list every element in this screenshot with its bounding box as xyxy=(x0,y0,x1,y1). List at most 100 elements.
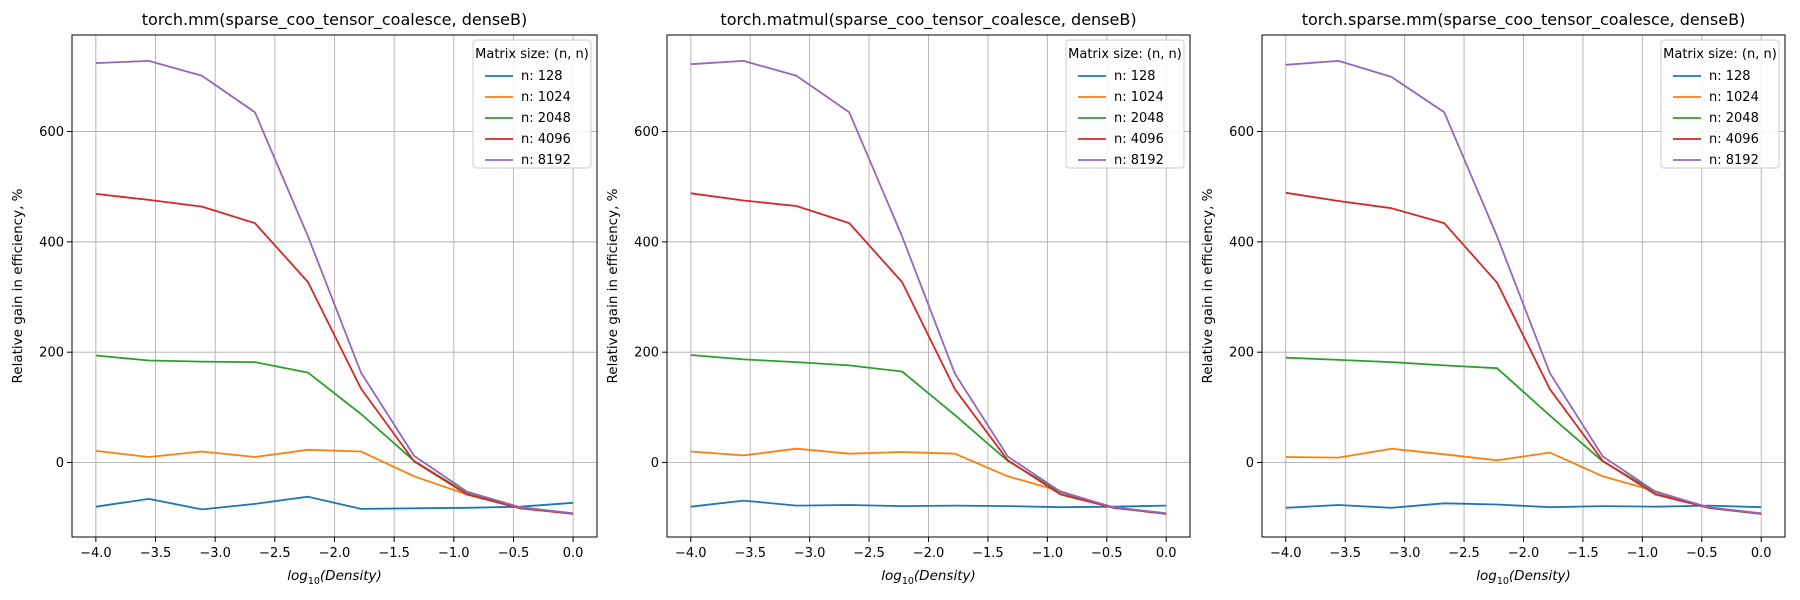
legend-label: n: 128 xyxy=(521,69,563,84)
legend-title: Matrix size: (n, n) xyxy=(475,47,589,62)
y-axis: 0 200 400 600 xyxy=(634,125,667,471)
series-line-n-4096 xyxy=(1285,191,1762,515)
x-tick-label: −1.5 xyxy=(378,546,410,561)
legend-box xyxy=(1660,39,1780,169)
series-line-n-128 xyxy=(95,495,574,511)
legend-label: n: 128 xyxy=(1114,69,1156,84)
series-line-n-128 xyxy=(1285,502,1762,509)
x-tick-label: −3.5 xyxy=(1329,546,1361,561)
legend-label: n: 1024 xyxy=(1114,90,1164,105)
x-tick-label: −1.5 xyxy=(1567,546,1599,561)
x-tick-label: −1.5 xyxy=(972,546,1004,561)
x-tick-label: −3.0 xyxy=(794,546,826,561)
legend: Matrix size: (n, n) n: 128 n: 1024 n: 2048 n… xyxy=(1660,39,1780,169)
x-axis-label-argument: (Density) xyxy=(1509,568,1571,584)
y-axis-label: Relative gain in efficiency, % xyxy=(1200,188,1216,383)
legend-title: Matrix size: (n, n) xyxy=(1068,47,1182,62)
x-tick-label: −0.5 xyxy=(1686,546,1718,561)
x-tick-label: −4.0 xyxy=(80,546,112,561)
x-tick-label: −4.0 xyxy=(675,546,707,561)
legend-label: n: 2048 xyxy=(1709,111,1759,126)
x-axis-label: log10(Density) xyxy=(881,568,976,587)
x-axis: −4.0 −3.5 −3.0 −2.5 −2.0 −1.5 −1.0 −0.5 0.0 xyxy=(675,537,1177,561)
y-tick-label: 0 xyxy=(1246,456,1254,471)
legend-label: n: 2048 xyxy=(521,111,571,126)
x-tick-label: −3.0 xyxy=(1389,546,1421,561)
series-line-n-8192 xyxy=(95,60,574,515)
series-line-n-8192 xyxy=(690,60,1167,515)
x-axis-label-subscript: 10 xyxy=(308,576,320,587)
x-axis-label: log10(Density) xyxy=(287,568,382,587)
x-axis-label-prefix: log xyxy=(287,568,308,584)
series-line-n-4096 xyxy=(95,193,574,515)
legend-label: n: 1024 xyxy=(1709,90,1759,105)
y-tick-label: 400 xyxy=(634,235,659,250)
legend-label: n: 4096 xyxy=(521,132,571,147)
x-tick-label: −2.5 xyxy=(853,546,885,561)
series-lines xyxy=(95,60,574,515)
x-tick-label: −1.0 xyxy=(1032,546,1064,561)
legend-label: n: 4096 xyxy=(1709,132,1759,147)
legend-label: n: 2048 xyxy=(1114,111,1164,126)
x-axis: −4.0 −3.5 −3.0 −2.5 −2.0 −1.5 −1.0 −0.5 0.0 xyxy=(1270,537,1772,561)
y-axis: 0 200 400 600 xyxy=(39,125,72,471)
x-tick-label: 0.0 xyxy=(1751,546,1772,561)
x-tick-label: 0.0 xyxy=(563,546,584,561)
chart-panel-1: −4.0 −3.5 −3.0 −2.5 −2.0 −1.5 −1.0 −0.5 0.0 0 200 4… xyxy=(10,10,598,587)
x-axis-label-subscript: 10 xyxy=(902,576,914,587)
legend: Matrix size: (n, n) n: 128 n: 1024 n: 2048 n… xyxy=(1065,39,1185,169)
series-lines xyxy=(1285,60,1762,515)
x-tick-label: −1.0 xyxy=(438,546,470,561)
legend-box xyxy=(472,39,592,169)
x-tick-label: −2.5 xyxy=(1448,546,1480,561)
legend-label: n: 8192 xyxy=(1114,153,1164,168)
legend-label: n: 4096 xyxy=(1114,132,1164,147)
y-tick-label: 200 xyxy=(634,346,659,361)
x-axis-label-argument: (Density) xyxy=(914,568,976,584)
y-tick-label: 200 xyxy=(1229,346,1254,361)
chart-title: torch.sparse.mm(sparse_coo_tensor_coales… xyxy=(1302,10,1746,30)
x-tick-label: −2.0 xyxy=(1508,546,1540,561)
y-axis-label: Relative gain in efficiency, % xyxy=(10,188,26,383)
series-lines xyxy=(690,60,1167,515)
legend-title: Matrix size: (n, n) xyxy=(1663,47,1777,62)
x-tick-label: 0.0 xyxy=(1156,546,1177,561)
x-axis-label-subscript: 10 xyxy=(1497,576,1509,587)
legend-box xyxy=(1065,39,1185,169)
legend-label: n: 8192 xyxy=(521,153,571,168)
y-tick-label: 200 xyxy=(39,346,64,361)
x-tick-label: −2.0 xyxy=(319,546,351,561)
chart-panel-2: −4.0 −3.5 −3.0 −2.5 −2.0 −1.5 −1.0 −0.5 0.0 0 200 4… xyxy=(605,10,1191,587)
x-tick-label: −1.0 xyxy=(1627,546,1659,561)
series-line-n-128 xyxy=(690,499,1167,509)
x-axis-label-prefix: log xyxy=(881,568,902,584)
legend-label: n: 128 xyxy=(1709,69,1751,84)
x-tick-label: −3.5 xyxy=(734,546,766,561)
x-tick-label: −2.5 xyxy=(259,546,291,561)
series-line-n-4096 xyxy=(690,192,1167,515)
y-tick-label: 0 xyxy=(651,456,659,471)
y-axis: 0 200 400 600 xyxy=(1229,125,1262,471)
x-tick-label: −3.0 xyxy=(199,546,231,561)
x-tick-label: −0.5 xyxy=(1091,546,1123,561)
y-tick-label: 400 xyxy=(1229,235,1254,250)
legend-label: n: 1024 xyxy=(521,90,571,105)
x-tick-label: −2.0 xyxy=(913,546,945,561)
y-tick-label: 600 xyxy=(1229,125,1254,140)
x-axis: −4.0 −3.5 −3.0 −2.5 −2.0 −1.5 −1.0 −0.5 0.0 xyxy=(80,537,583,561)
legend-label: n: 8192 xyxy=(1709,153,1759,168)
chart-title: torch.matmul(sparse_coo_tensor_coalesce,… xyxy=(720,10,1136,30)
chart-title: torch.mm(sparse_coo_tensor_coalesce, den… xyxy=(142,10,527,30)
x-tick-label: −3.5 xyxy=(140,546,172,561)
y-axis-label: Relative gain in efficiency, % xyxy=(605,188,621,383)
y-tick-label: 600 xyxy=(634,125,659,140)
x-tick-label: −0.5 xyxy=(498,546,530,561)
series-line-n-8192 xyxy=(1285,60,1762,515)
x-axis-label: log10(Density) xyxy=(1476,568,1571,587)
x-axis-label-prefix: log xyxy=(1476,568,1497,584)
legend: Matrix size: (n, n) n: 128 n: 1024 n: 2048 n… xyxy=(472,39,592,169)
y-tick-label: 400 xyxy=(39,235,64,250)
chart-panel-3: −4.0 −3.5 −3.0 −2.5 −2.0 −1.5 −1.0 −0.5 0.0 0 200 4… xyxy=(1200,10,1786,587)
y-tick-label: 600 xyxy=(39,125,64,140)
